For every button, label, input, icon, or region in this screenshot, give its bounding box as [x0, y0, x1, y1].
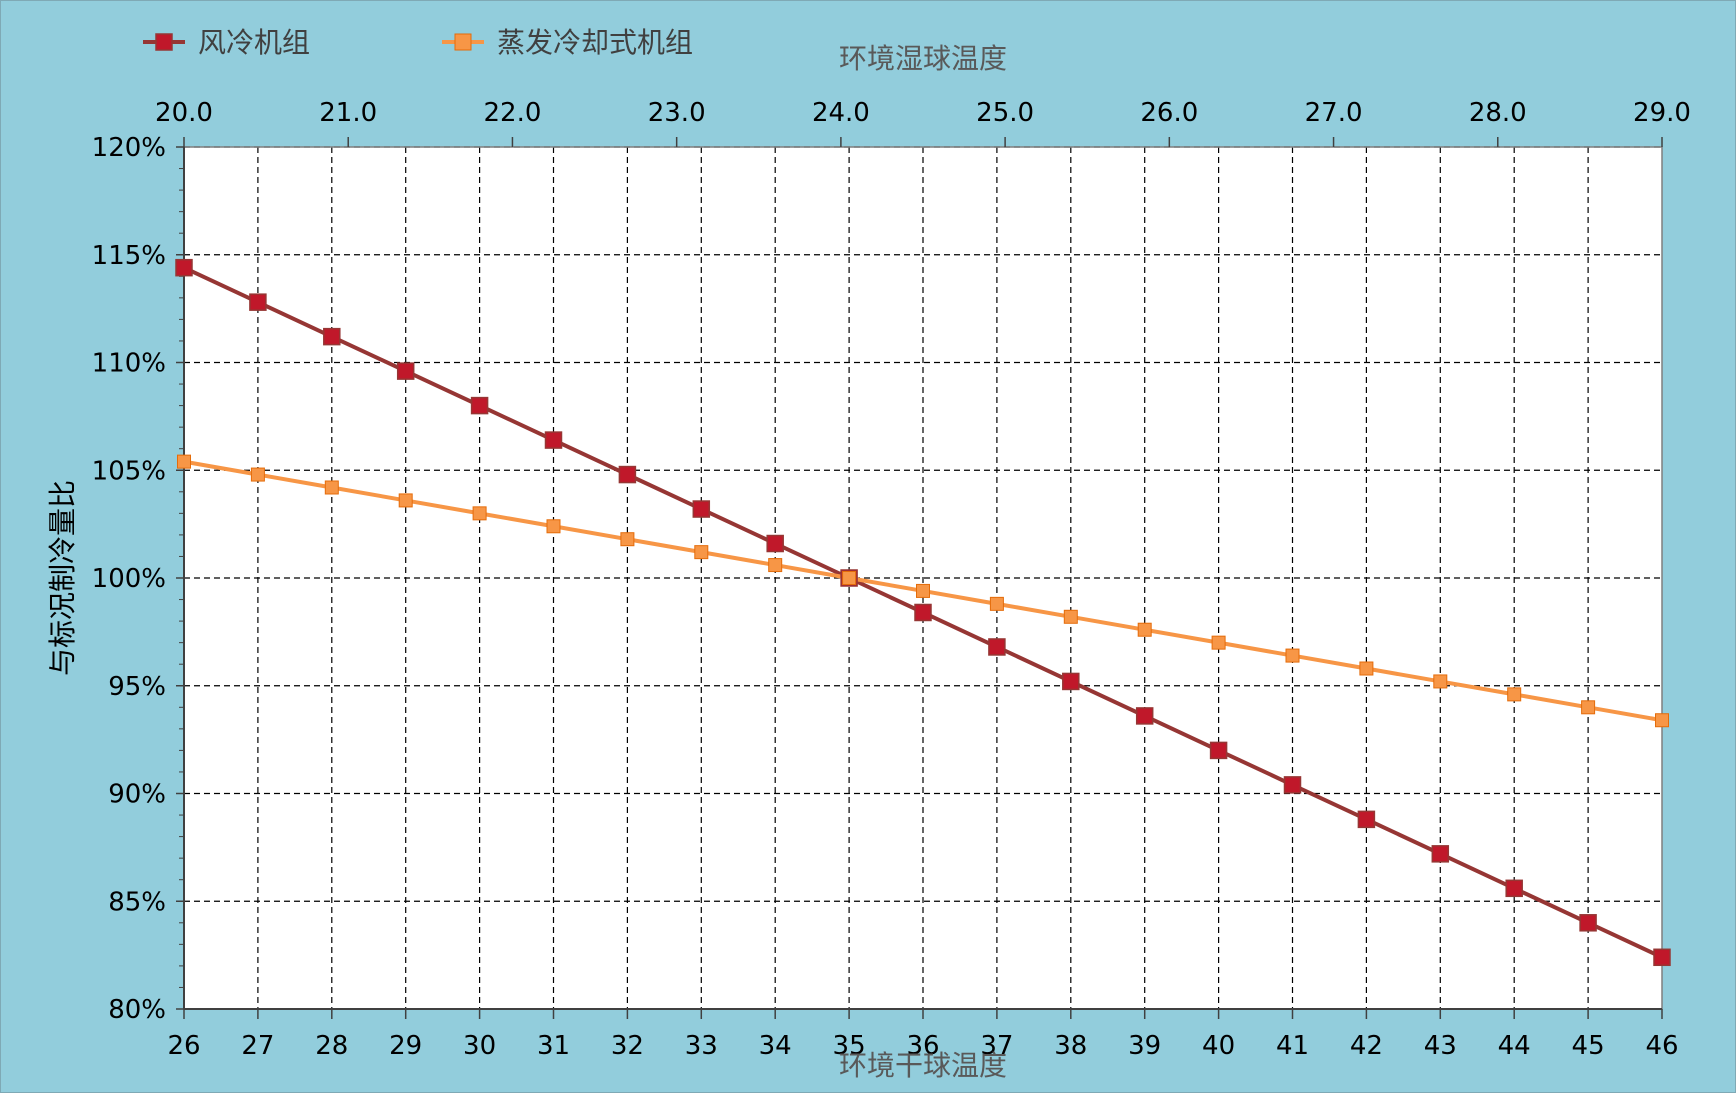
top-tick-label: 23.0: [648, 98, 706, 128]
y-tick-label: 85%: [108, 887, 166, 917]
series-1-point: [398, 493, 413, 508]
legend-item-evaporative: 蒸发冷却式机组: [442, 26, 693, 59]
legend-marker-air-cooled: [155, 33, 173, 51]
legend-item-air-cooled: 风冷机组: [143, 26, 310, 59]
series-1-point: [1063, 609, 1078, 624]
series-1-point: [916, 583, 930, 598]
top-tick-label: 25.0: [976, 98, 1034, 128]
series-1-point: [472, 506, 487, 521]
series-0-point: [396, 362, 415, 380]
legend-label-evaporative: 蒸发冷却式机组: [497, 26, 693, 59]
x-tick-label: 45: [1572, 1031, 1605, 1061]
series-layer: [175, 258, 1671, 967]
series-1-point: [768, 558, 783, 573]
series-1-point: [1507, 687, 1522, 702]
series-0-point: [618, 465, 637, 484]
series-0-point: [1135, 707, 1154, 725]
x-tick-label: 30: [463, 1031, 496, 1061]
series-0-point: [323, 327, 341, 346]
series-1-point: [989, 596, 1004, 611]
top-tick-label: 22.0: [483, 98, 541, 128]
x-tick-label: 42: [1350, 1031, 1383, 1061]
x-tick-label: 46: [1645, 1031, 1678, 1061]
x-tick-label: 35: [833, 1031, 866, 1061]
top-tick-label: 26.0: [1140, 98, 1198, 128]
y-tick-label: 80%: [108, 995, 166, 1025]
series-0-point: [175, 258, 193, 277]
x-tick-label: 34: [759, 1031, 792, 1061]
bottom-axis-title: 环境干球温度: [839, 1049, 1007, 1082]
x-tick-label: 31: [537, 1031, 570, 1061]
y-tick-label: 115%: [92, 241, 166, 271]
x-tick-label: 44: [1498, 1031, 1531, 1061]
x-tick-label: 29: [389, 1031, 422, 1061]
series-0-point: [766, 534, 784, 553]
top-tick-label: 28.0: [1469, 98, 1527, 128]
series-1-point: [1137, 622, 1152, 637]
series-0-point: [1357, 810, 1376, 829]
series-1-point: [324, 480, 339, 495]
y-tick-label: 95%: [108, 672, 166, 702]
series-0-point: [249, 293, 267, 311]
x-tick-label: 43: [1424, 1031, 1457, 1061]
series-0-point: [1505, 879, 1523, 898]
x-tick-label: 28: [315, 1031, 348, 1061]
series-1-point: [177, 454, 191, 469]
x-tick-label: 38: [1054, 1031, 1087, 1061]
series-1-point: [1211, 635, 1226, 650]
x-tick-label: 27: [241, 1031, 274, 1061]
series-0-point: [1579, 914, 1597, 932]
series-0-point: [544, 431, 563, 449]
series-1-point: [1359, 661, 1374, 676]
legend-marker-evaporative: [454, 33, 472, 51]
x-tick-label: 33: [685, 1031, 718, 1061]
series-1-point: [1285, 648, 1300, 663]
series-0-point: [1062, 672, 1080, 691]
series-0-point: [1431, 845, 1450, 863]
x-tick-label: 36: [906, 1031, 939, 1061]
x-tick-label: 26: [167, 1031, 200, 1061]
series-0-point: [988, 638, 1006, 656]
series-1-point: [250, 467, 265, 482]
legend: 风冷机组 蒸发冷却式机组: [143, 26, 693, 59]
x-tick-label: 32: [611, 1031, 644, 1061]
series-1-point: [1433, 674, 1448, 689]
top-tick-label: 24.0: [812, 98, 870, 128]
axes: 80% 85% 90% 95% 100% 105% 110% 115% 120% 26 27 28 29…: [92, 98, 1691, 1061]
y-tick-label: 100%: [92, 564, 166, 594]
top-axis-title: 环境湿球温度: [839, 42, 1007, 75]
series-0-point: [692, 500, 711, 518]
series-1-point: [694, 545, 709, 560]
series-1-point: [1581, 700, 1596, 715]
y-axis-title: 与标况制冷量比: [46, 480, 79, 676]
top-tick-label: 20.0: [155, 98, 213, 128]
series-0-point: [1283, 776, 1302, 794]
x-tick-label: 39: [1128, 1031, 1161, 1061]
top-tick-label: 21.0: [319, 98, 377, 128]
series-1-point: [842, 571, 857, 585]
top-tick-label: 27.0: [1305, 98, 1363, 128]
y-tick-label: 120%: [92, 133, 166, 163]
legend-label-air-cooled: 风冷机组: [198, 26, 310, 59]
x-tick-label: 41: [1276, 1031, 1309, 1061]
series-1-point: [546, 519, 561, 534]
series-0-point: [1209, 741, 1228, 760]
y-tick-label: 90%: [108, 780, 166, 810]
series-0-point: [470, 396, 489, 415]
top-tick-label: 29.0: [1633, 98, 1691, 128]
grid-lines: [184, 146, 1662, 1009]
series-0-point: [1653, 948, 1671, 967]
y-tick-label: 105%: [92, 456, 166, 486]
x-tick-label: 40: [1202, 1031, 1235, 1061]
y-tick-label: 110%: [92, 349, 166, 379]
series-1-point: [620, 532, 635, 547]
series-1-point: [1655, 713, 1669, 728]
x-tick-label: 37: [980, 1031, 1013, 1061]
series-0-point: [914, 603, 932, 622]
